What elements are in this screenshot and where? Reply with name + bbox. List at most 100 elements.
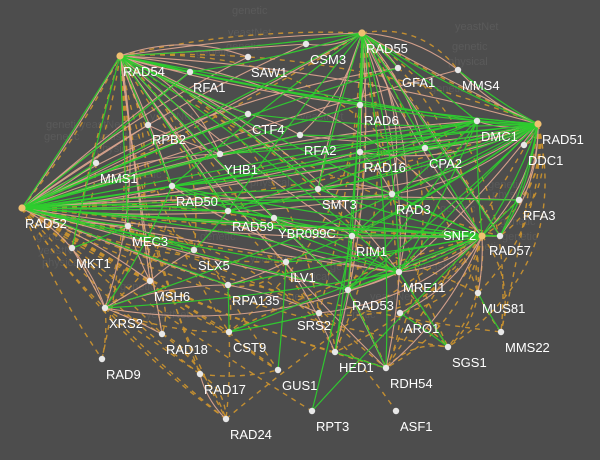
edge-genetic: [21, 55, 121, 209]
graph-node-aro1[interactable]: [396, 309, 404, 317]
graph-node-mms1[interactable]: [92, 159, 100, 167]
graph-node-rdh54[interactable]: [382, 364, 390, 372]
edge-physical: [119, 55, 151, 282]
graph-node-ilv1[interactable]: [282, 258, 290, 266]
graph-node-rfa2[interactable]: [296, 131, 304, 139]
node-layer[interactable]: [18, 29, 542, 423]
graph-node-cpa2[interactable]: [421, 144, 429, 152]
edge-yeastnet: [219, 120, 478, 155]
graph-node-rpt3[interactable]: [308, 407, 316, 415]
edge-yeastnet: [189, 71, 539, 125]
graph-node-rpa135[interactable]: [224, 281, 232, 289]
graph-node-gus1[interactable]: [274, 366, 282, 374]
edge-genetic: [318, 32, 363, 314]
edge-yeastnet: [334, 289, 349, 353]
graph-node-smt3[interactable]: [314, 185, 322, 193]
graph-node-rad50[interactable]: [168, 182, 176, 190]
edge-genetic: [347, 235, 360, 291]
edge-yeastnet: [499, 199, 520, 237]
edge-physical: [71, 247, 106, 309]
graph-node-csm3[interactable]: [302, 40, 310, 48]
edge-yeastnet: [347, 271, 400, 291]
graph-node-dmc1[interactable]: [473, 117, 481, 125]
edge-yeastnet: [21, 55, 121, 209]
edge-genetic: [21, 207, 501, 237]
edge-yeastnet: [104, 185, 173, 309]
edge-genetic: [499, 123, 544, 237]
edge-physical: [104, 55, 131, 309]
graph-node-asf1[interactable]: [392, 407, 400, 415]
graph-node-rad24[interactable]: [222, 415, 230, 423]
graph-node-rad9[interactable]: [98, 355, 106, 363]
edge-genetic: [104, 55, 146, 309]
edge-genetic: [21, 207, 201, 375]
edge-yeastnet: [171, 120, 478, 187]
graph-node-rad52[interactable]: [18, 204, 26, 212]
graph-node-gfa1[interactable]: [394, 64, 402, 72]
edge-yeastnet: [424, 123, 539, 149]
graph-node-mkt1[interactable]: [68, 244, 76, 252]
graph-node-rim1[interactable]: [348, 232, 356, 240]
edge-physical: [477, 235, 483, 294]
graph-node-mec3[interactable]: [124, 222, 132, 230]
edge-physical: [119, 55, 387, 369]
graph-node-mms22[interactable]: [497, 328, 505, 336]
graph-node-rad51[interactable]: [534, 120, 542, 128]
edge-genetic: [447, 292, 479, 348]
edge-yeastnet: [398, 235, 483, 273]
graph-node-sgs1[interactable]: [444, 343, 452, 351]
graph-node-rad57[interactable]: [496, 232, 504, 240]
graph-node-mus81[interactable]: [474, 289, 482, 297]
edge-genetic: [481, 235, 506, 333]
edge-physical: [227, 284, 320, 314]
edge-physical: [21, 43, 307, 209]
edge-physical: [119, 44, 249, 58]
graph-node-snf2[interactable]: [478, 232, 486, 240]
graph-node-srs2[interactable]: [315, 309, 323, 317]
graph-node-saw1[interactable]: [244, 53, 252, 61]
graph-node-rad3[interactable]: [388, 190, 396, 198]
edge-yeastnet: [119, 55, 221, 155]
graph-node-rad18[interactable]: [158, 330, 166, 338]
graph-node-rad53[interactable]: [344, 286, 352, 294]
edge-yeastnet: [311, 235, 353, 412]
edge-yeastnet: [311, 235, 483, 412]
edge-physical: [359, 151, 393, 195]
graph-node-ddc1[interactable]: [520, 141, 528, 149]
graph-node-cst9[interactable]: [225, 328, 233, 336]
edge-yeastnet: [227, 210, 483, 237]
edge-yeastnet: [21, 104, 361, 209]
graph-node-xrs2[interactable]: [101, 304, 109, 312]
graph-node-rfa3[interactable]: [515, 196, 523, 204]
edge-yeastnet: [21, 134, 301, 209]
graph-node-mms4[interactable]: [454, 66, 462, 74]
edge-genetic: [119, 55, 320, 314]
graph-node-rad17[interactable]: [196, 370, 204, 378]
edge-genetic: [361, 30, 459, 71]
edge-yeastnet: [119, 55, 400, 273]
graph-node-ybr099c[interactable]: [270, 214, 278, 222]
edge-genetic: [21, 185, 173, 209]
edge-genetic: [199, 369, 279, 377]
edge-yeastnet: [347, 120, 478, 291]
graph-node-rpb2[interactable]: [144, 121, 152, 129]
edge-yeastnet: [518, 123, 539, 201]
graph-node-yhb1[interactable]: [216, 150, 224, 158]
graph-node-rfa1[interactable]: [186, 68, 194, 76]
graph-node-slx5[interactable]: [190, 246, 198, 254]
graph-node-rad59[interactable]: [224, 207, 232, 215]
graph-node-msh6[interactable]: [146, 277, 154, 285]
edge-genetic: [104, 307, 227, 420]
graph-node-hed1[interactable]: [331, 348, 339, 356]
graph-node-rad54[interactable]: [116, 52, 124, 60]
graph-node-rad16[interactable]: [356, 148, 364, 156]
graph-node-mre11[interactable]: [395, 268, 403, 276]
edge-yeastnet: [119, 55, 249, 115]
edge-genetic: [104, 225, 129, 309]
graph-node-rad6[interactable]: [356, 101, 364, 109]
graph-node-ctf4[interactable]: [244, 110, 252, 118]
edge-physical: [21, 196, 520, 209]
graph-node-rad55[interactable]: [358, 29, 366, 37]
